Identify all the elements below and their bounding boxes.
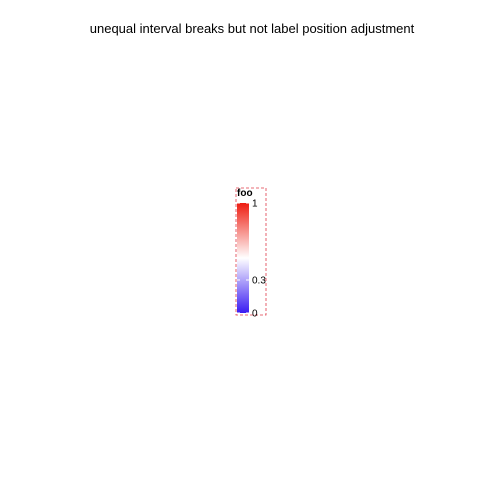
- colorbar-ticks: 00.31: [237, 199, 266, 320]
- colorbar-tick-label-1: 0.3: [252, 276, 266, 287]
- legend-title: foo: [237, 188, 253, 199]
- chart-title: unequal interval breaks but not label po…: [89, 21, 415, 36]
- color-bar: [237, 203, 249, 313]
- colorbar-tick-label-0: 0: [252, 309, 258, 320]
- legend-frame: [235, 187, 267, 316]
- colorbar-tick-label-2: 1: [252, 199, 258, 210]
